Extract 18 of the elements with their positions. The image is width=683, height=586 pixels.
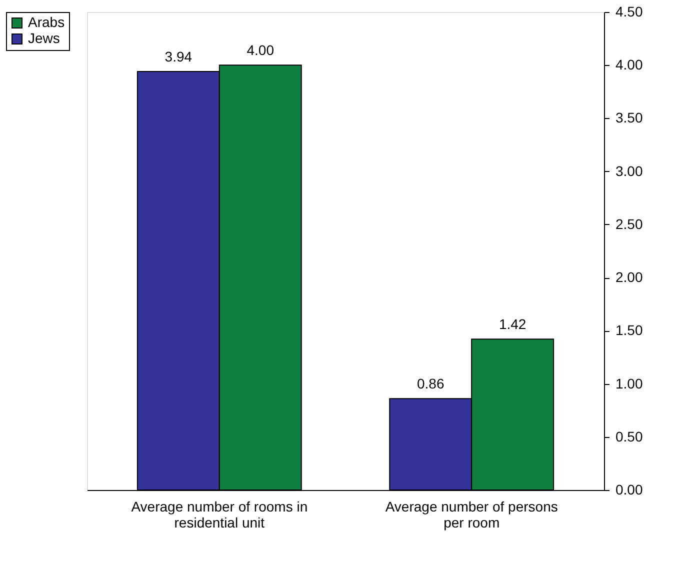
legend-label: Jews xyxy=(28,30,60,46)
x-tick-label: Average number of persons per room xyxy=(385,498,558,530)
x-tick-label: Average number of rooms in residential unit xyxy=(131,498,308,530)
y-tick-label: 2.50 xyxy=(616,216,643,232)
data-label: 3.94 xyxy=(164,48,192,64)
y-tick-label: 2.00 xyxy=(616,269,643,286)
y-tick-label: 0.00 xyxy=(616,482,643,498)
y-tick-label: 3.00 xyxy=(616,162,643,179)
y-tick-label: 0.50 xyxy=(616,428,643,444)
legend-label: Arabs xyxy=(28,14,65,30)
y-tick-label: 1.50 xyxy=(616,322,643,338)
y-tick-label: 1.00 xyxy=(616,375,643,392)
data-label: 0.86 xyxy=(416,376,444,392)
y-tick-label: 3.50 xyxy=(616,110,643,126)
y-tick-label: 4.00 xyxy=(616,56,643,73)
y-tick-label: 4.50 xyxy=(616,4,643,20)
data-label: 1.42 xyxy=(498,316,526,332)
data-label: 4.00 xyxy=(246,42,274,58)
